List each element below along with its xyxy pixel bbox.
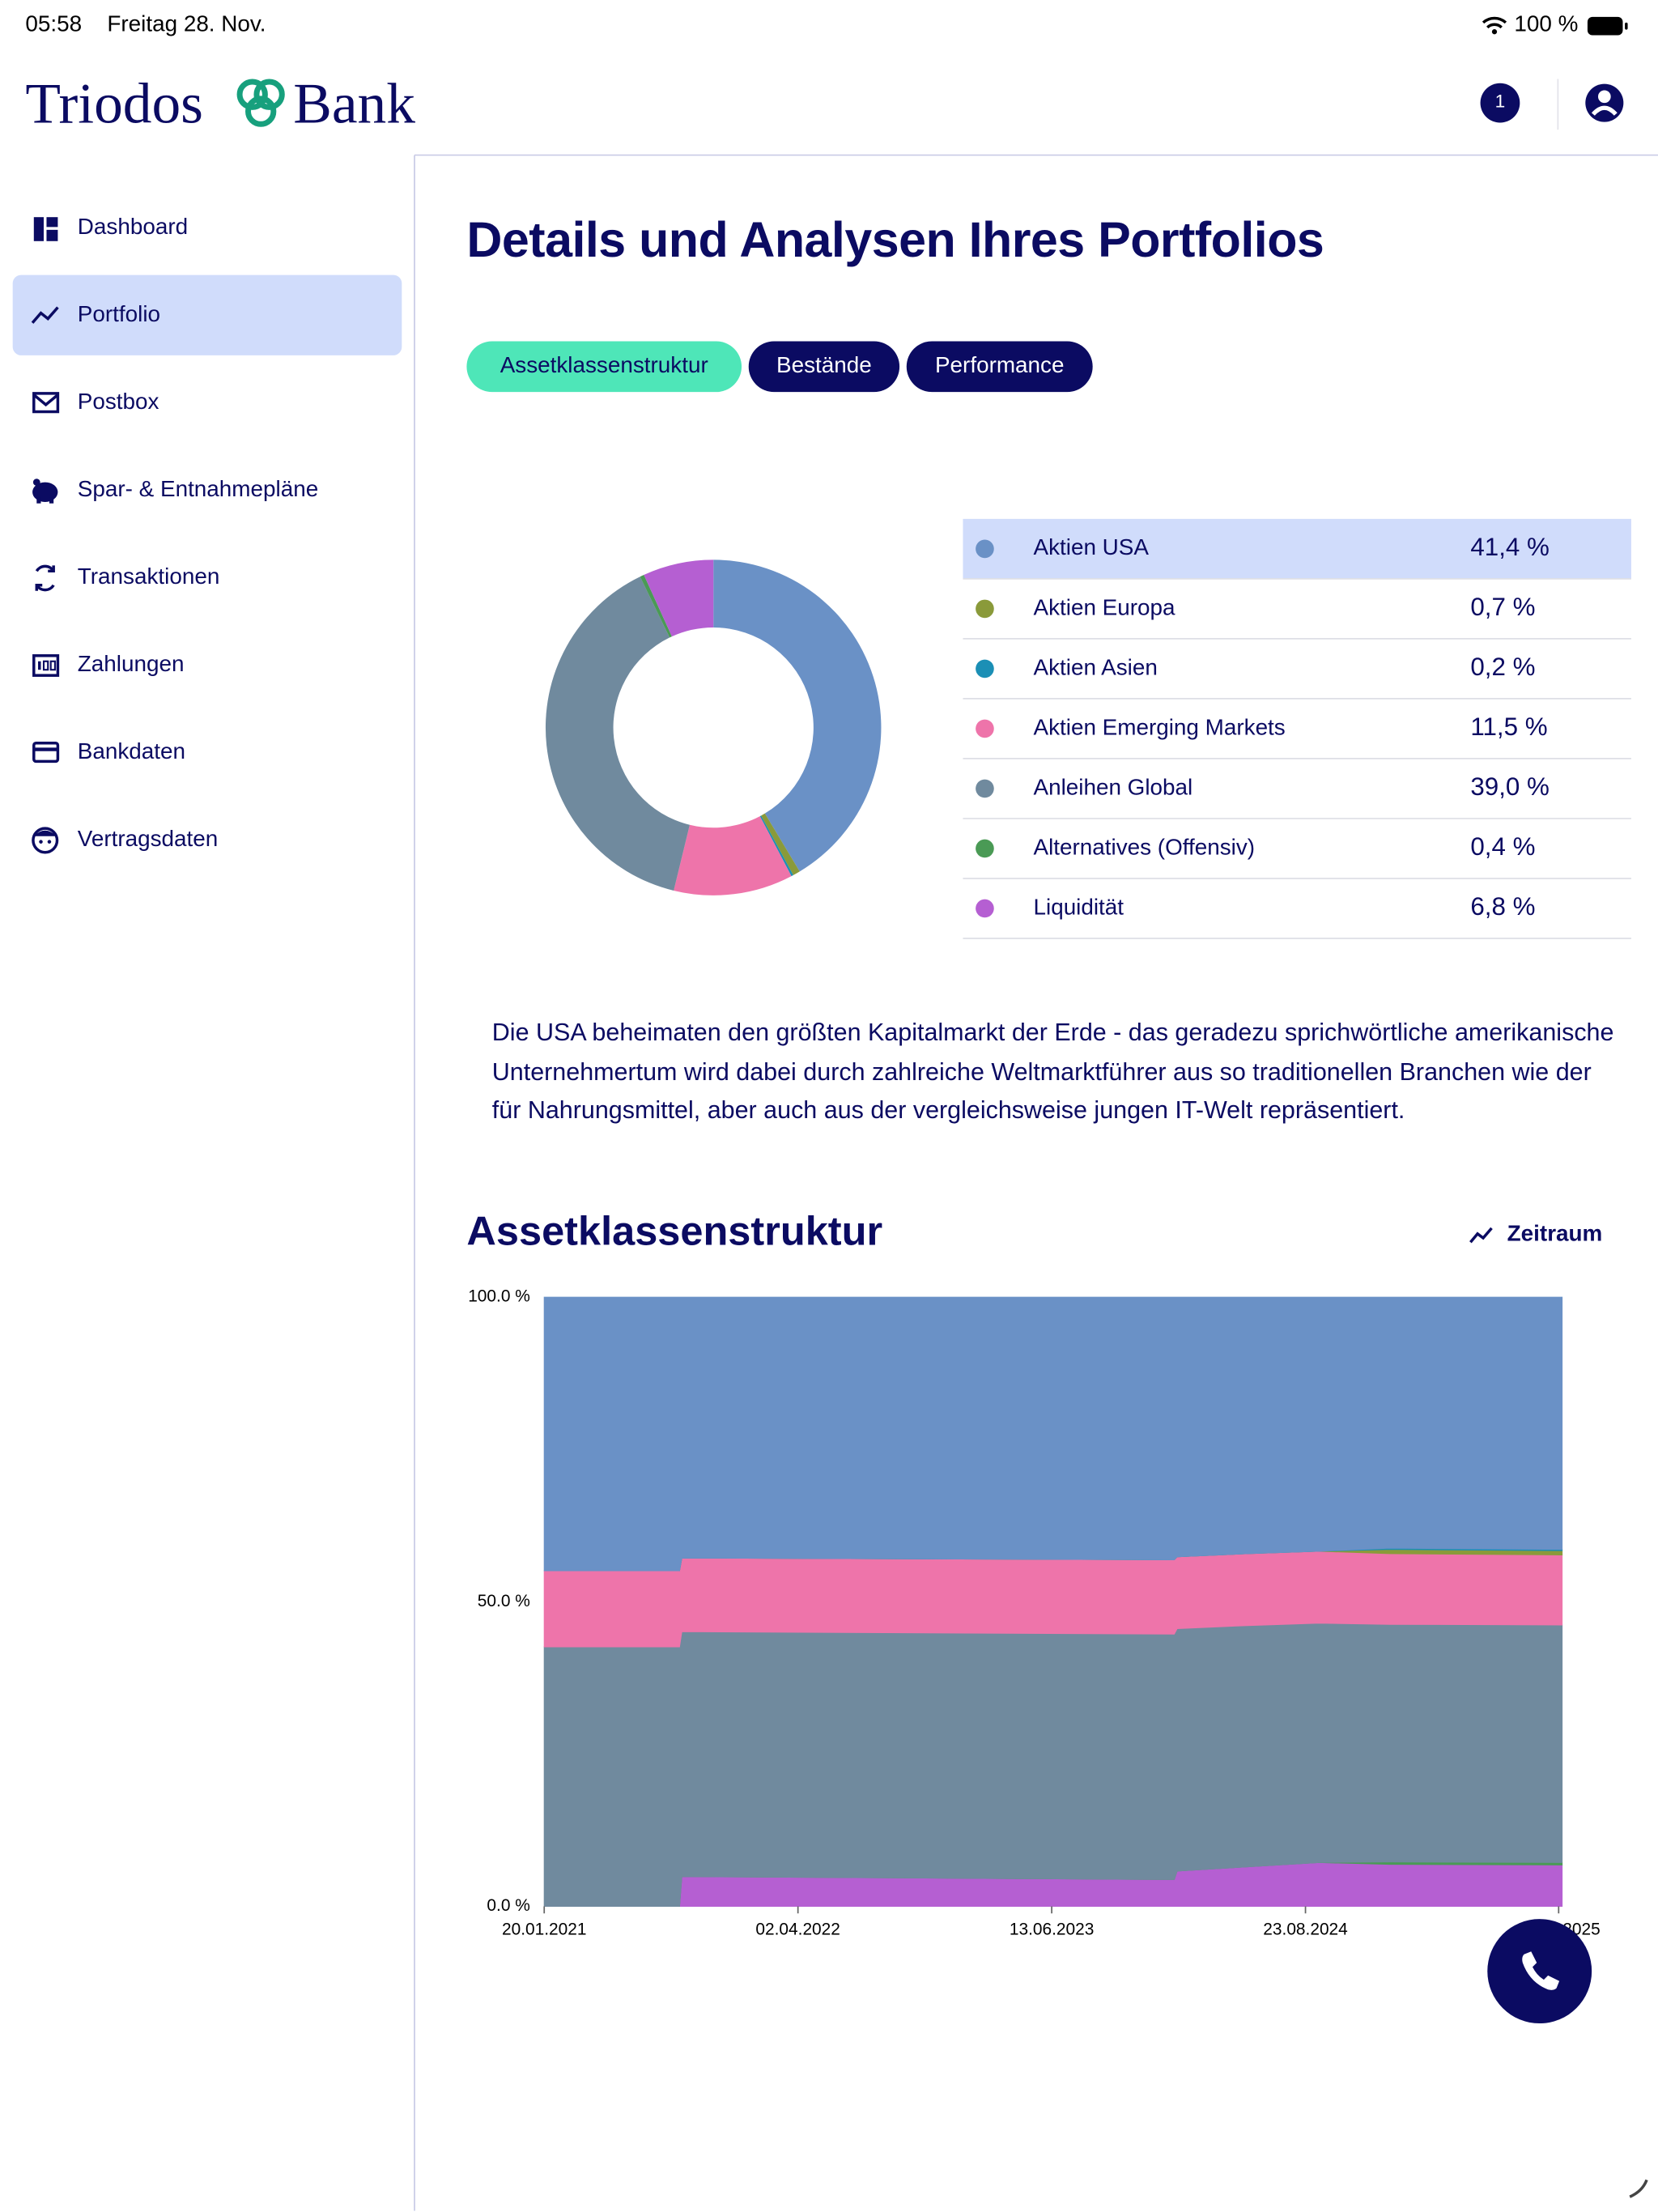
nav-active-bg: [12, 274, 402, 355]
chart-title: Assetklassenstruktur: [466, 1210, 883, 1255]
tab[interactable]: Bestände: [748, 341, 900, 393]
legend-dot: [976, 659, 994, 678]
logo-text: Triodos: [25, 70, 203, 136]
legend-label: Aktien USA: [1034, 534, 1150, 559]
nav-item[interactable]: Dashboard: [77, 215, 189, 240]
legend-value: 41,4 %: [1470, 533, 1550, 561]
nav-icons: [31, 217, 60, 854]
legend-label: Liquidität: [1034, 894, 1124, 919]
donut-segment: [674, 816, 792, 895]
logo-text: Bank: [293, 70, 415, 136]
legend-value: 11,5 %: [1470, 713, 1547, 741]
x-tick-label: 23.08.2024: [1263, 1921, 1347, 1939]
donut-segment: [644, 559, 714, 637]
legend-dot: [976, 899, 994, 918]
legend-label: Anleihen Global: [1034, 774, 1193, 799]
y-tick-label: 100.0 %: [468, 1287, 530, 1306]
legend-value: 6,8 %: [1470, 892, 1535, 921]
legend-label: Aktien Europa: [1034, 594, 1176, 619]
nav-item[interactable]: Portfolio: [77, 303, 161, 328]
y-tick-label: 0.0 %: [487, 1896, 529, 1915]
wifi-icon-dot: [1491, 29, 1498, 35]
legend-row-highlight: [963, 518, 1631, 579]
nav-item[interactable]: Postbox: [77, 390, 159, 415]
nav-item[interactable]: Spar- & Entnahmepläne: [77, 478, 319, 502]
legend-value: 0,2 %: [1470, 653, 1535, 681]
legend-dot: [976, 539, 994, 559]
nav-item[interactable]: Vertragsdaten: [77, 827, 219, 852]
donut-segment: [761, 813, 800, 875]
status-time: 05:58: [25, 12, 83, 37]
tab[interactable]: Performance: [906, 341, 1093, 393]
wifi-icon: [1482, 16, 1507, 29]
zeitraum-icon[interactable]: [1469, 1227, 1493, 1244]
donut-segment: [713, 559, 882, 872]
legend-dot: [976, 779, 994, 798]
legend-dot: [976, 839, 994, 858]
x-tick-label: 20.01.2021: [502, 1921, 586, 1939]
legend-label: Alternatives (Offensiv): [1034, 834, 1256, 859]
call-button[interactable]: [1487, 1919, 1592, 2024]
account-icon-body: [1591, 105, 1618, 116]
status-battery: 100 %: [1514, 12, 1579, 37]
logo-icon: [236, 79, 285, 127]
tab[interactable]: Assetklassenstruktur: [466, 341, 742, 393]
nav-item[interactable]: Bankdaten: [77, 740, 186, 764]
page-title: Details und Analysen Ihres Portfolios: [466, 212, 1324, 268]
battery-tip: [1625, 22, 1628, 30]
legend-value: 0,4 %: [1470, 832, 1535, 861]
legend-value: 39,0 %: [1470, 772, 1550, 801]
area-series: [543, 1296, 1563, 1572]
nav-item[interactable]: Transaktionen: [77, 565, 220, 589]
legend-dot: [976, 599, 994, 619]
donut-segment: [640, 575, 672, 638]
donut-segment: [759, 815, 793, 877]
status-date: Freitag 28. Nov.: [107, 12, 266, 37]
resize-handle: [1629, 2179, 1648, 2198]
battery-icon: [1587, 16, 1623, 36]
notification-badge[interactable]: [1480, 83, 1520, 123]
legend-label: Aktien Asien: [1034, 654, 1158, 679]
legend-dot: [976, 719, 994, 738]
legend-value: 0,7 %: [1470, 593, 1535, 621]
y-tick-label: 50.0 %: [478, 1592, 530, 1610]
zeitraum-button[interactable]: Zeitraum: [1507, 1222, 1603, 1247]
legend-label: Aktien Emerging Markets: [1034, 714, 1286, 739]
notification-count: 1: [1494, 90, 1506, 112]
account-icon-head: [1597, 90, 1611, 104]
donut-segment: [545, 576, 690, 891]
description: Die USA beheimaten den größten Kapitalma…: [491, 1018, 1614, 1124]
x-tick-label: 13.06.2023: [1010, 1921, 1094, 1939]
x-tick-label: 02.04.2022: [755, 1921, 840, 1939]
nav-item[interactable]: Zahlungen: [77, 653, 185, 677]
call-icon: [1522, 1951, 1560, 1990]
